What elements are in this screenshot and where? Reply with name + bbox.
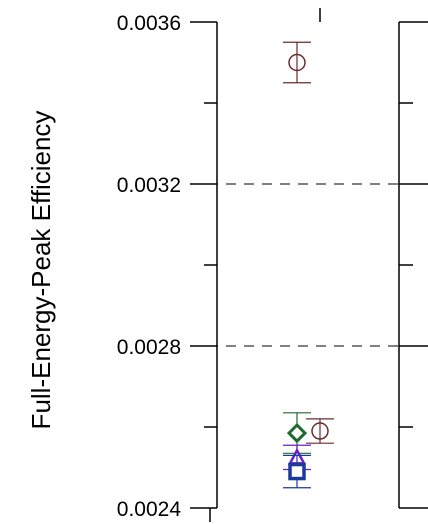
grid-lines xyxy=(190,183,428,347)
y-axis-label: Full-Energy-Peak Efficiency xyxy=(26,111,56,430)
y-tick-label: 0.0032 xyxy=(117,174,181,197)
y-tick-label: 0.0036 xyxy=(117,12,181,35)
data-point-circle xyxy=(306,418,334,444)
y-tick-label: 0.0024 xyxy=(117,498,182,521)
data-point-circle xyxy=(283,41,311,84)
circle-marker xyxy=(288,53,306,72)
axis-ticks xyxy=(190,21,428,509)
y-tick-label: 0.0028 xyxy=(117,336,181,359)
y-tick-labels: 0.0024 0.0028 0.0032 0.0036 xyxy=(117,12,182,521)
data-points xyxy=(283,41,334,489)
data-point-square xyxy=(283,454,311,489)
diamond-marker xyxy=(286,422,308,444)
square-marker xyxy=(288,462,306,481)
circle-marker xyxy=(311,422,329,440)
